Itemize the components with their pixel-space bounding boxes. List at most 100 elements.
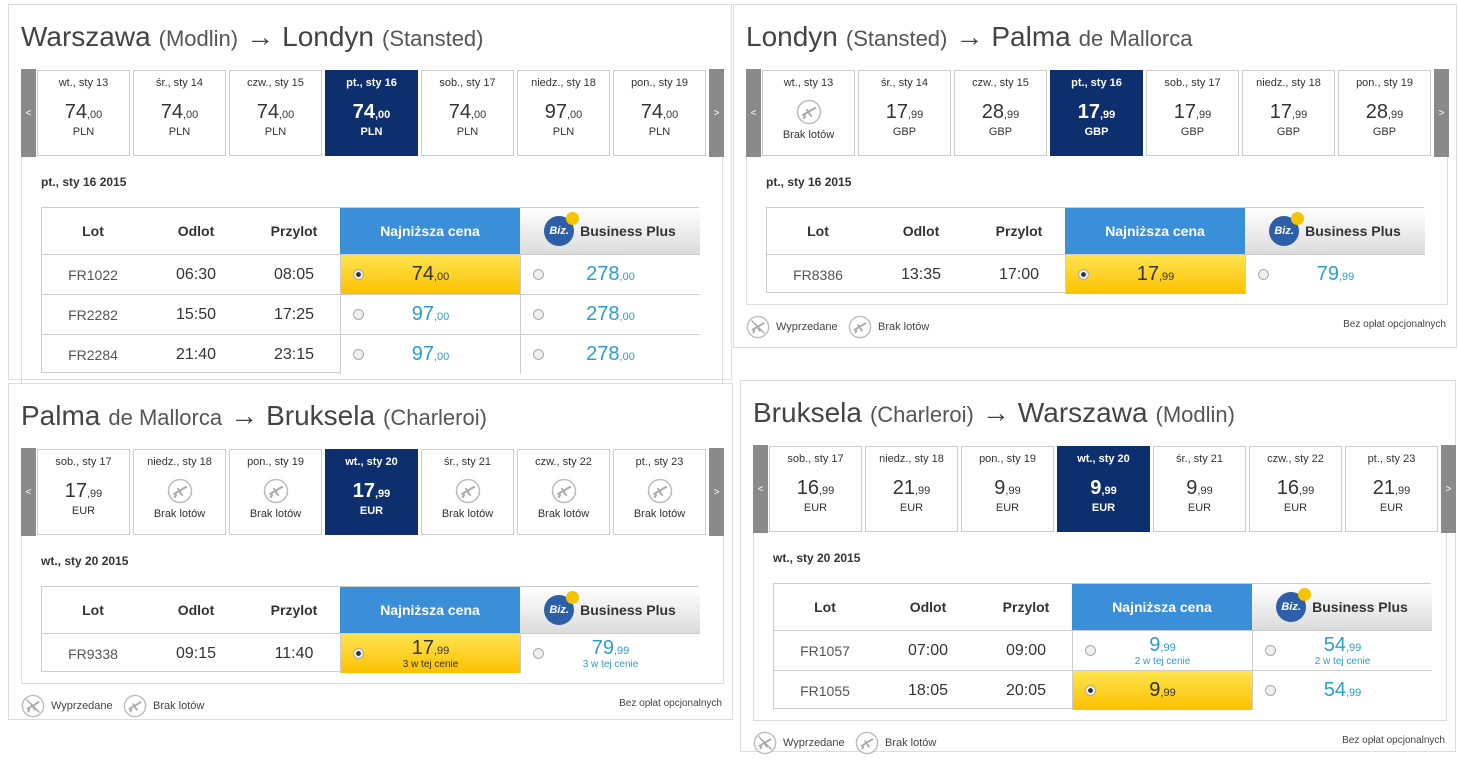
date-cell[interactable]: niedz., sty 18 97,00 PLN (517, 70, 610, 156)
fare-radio[interactable] (353, 269, 364, 280)
fare-radio[interactable] (1085, 685, 1096, 696)
origin: Bruksela (753, 397, 862, 428)
fare-radio[interactable] (353, 648, 364, 659)
price-decimals: ,99 (374, 488, 391, 500)
column-header: Najniższa cena (1065, 208, 1245, 254)
origin-detail: (Stansted) (845, 26, 948, 51)
prev-button[interactable]: < (21, 448, 36, 536)
fare-radio[interactable] (533, 269, 544, 280)
fare-radio[interactable] (1265, 685, 1276, 696)
price-decimals: ,00 (619, 351, 635, 363)
next-button[interactable]: > (709, 69, 724, 157)
fare-radio[interactable] (1078, 269, 1089, 280)
icon-graphic (551, 478, 576, 504)
next-button[interactable]: > (1434, 69, 1449, 157)
next-button[interactable]: > (709, 448, 724, 536)
origin-detail: de Mallorca (108, 405, 223, 430)
price-main: 9 (994, 477, 1006, 499)
prev-button[interactable]: < (753, 445, 768, 533)
icon-graphic (263, 478, 288, 504)
price: 17,99 (1147, 101, 1238, 124)
price-decimals: ,99 (1160, 642, 1176, 654)
date-cell[interactable]: pt., sty 16 74,00 PLN (325, 70, 418, 156)
no-flights: Brak lotów (153, 508, 206, 520)
fare-radio[interactable] (533, 309, 544, 320)
route-panel: Palma de Mallorca → Bruksela (Charleroi) < > so… (8, 383, 733, 720)
fare-radio[interactable] (533, 648, 544, 659)
header-text: Przylot (270, 223, 318, 239)
date-cell[interactable]: pt., sty 23 21,99 EUR (1345, 446, 1438, 532)
price-decimals: ,99 (1345, 642, 1362, 654)
date-cell[interactable]: wt., sty 20 17,99 EUR (325, 449, 418, 535)
price-main: 278 (586, 263, 620, 285)
column-header: Biz. Business Plus (1252, 584, 1432, 630)
price-decimals: ,00 (374, 109, 391, 121)
price-decimals: ,99 (1387, 109, 1404, 121)
price-main: 9 (1149, 679, 1161, 701)
date-cell[interactable]: czw., sty 22 Brak lotów (517, 449, 610, 535)
column-header: Odlot (144, 208, 248, 254)
date-cell[interactable]: sob., sty 17 17,99 EUR (37, 449, 130, 535)
price-decimals: ,00 (433, 351, 450, 363)
undefined-icon (647, 478, 673, 504)
date-cell[interactable]: pon., sty 19 74,00 PLN (613, 70, 706, 156)
date-cell[interactable]: wt., sty 13 Brak lotów (762, 70, 855, 156)
date-cell[interactable]: czw., sty 15 28,99 GBP (954, 70, 1047, 156)
fare-radio[interactable] (353, 349, 364, 360)
icon-plane (128, 701, 142, 713)
flight: FR9338 (42, 633, 144, 673)
date-label: niedz., sty 18 (147, 456, 212, 468)
date-cell[interactable]: pt., sty 23 Brak lotów (613, 449, 706, 535)
selected-date: wt., sty 20 2015 (773, 551, 861, 565)
arrival: 17:25 (248, 294, 340, 334)
fare-radio[interactable] (1265, 645, 1276, 656)
date-cell[interactable]: pt., sty 16 17,99 GBP (1050, 70, 1143, 156)
price-decimals: ,99 (1338, 271, 1355, 283)
prev-button[interactable]: < (746, 69, 761, 157)
destination: Bruksela (266, 400, 376, 431)
price-decimals: ,99 (1197, 485, 1213, 497)
price: 17,99 (326, 480, 417, 503)
currency: EUR (899, 502, 924, 514)
price: 74,00 (326, 101, 417, 124)
fare-radio[interactable] (1258, 269, 1269, 280)
date-cell[interactable]: niedz., sty 18 17,99 GBP (1242, 70, 1335, 156)
header-text: Odlot (909, 599, 947, 615)
price: 16,99 (1250, 477, 1341, 500)
currency: GBP (1084, 126, 1109, 138)
next-button[interactable]: > (1441, 445, 1456, 533)
arrival: 08:05 (248, 254, 340, 294)
sold-out-icon (21, 694, 45, 718)
date-cell[interactable]: pon., sty 19 Brak lotów (229, 449, 322, 535)
date-cell[interactable]: wt., sty 20 9,99 EUR (1057, 446, 1150, 532)
price-main: 28 (1365, 101, 1388, 123)
date-cell[interactable]: pon., sty 19 28,99 GBP (1338, 70, 1431, 156)
price: 278,00 (586, 263, 635, 286)
price-main: 16 (796, 477, 819, 499)
departure: 13:35 (869, 254, 973, 294)
date-cell[interactable]: sob., sty 17 17,99 GBP (1146, 70, 1239, 156)
date-cell[interactable]: pon., sty 19 9,99 EUR (961, 446, 1054, 532)
date-cell[interactable]: wt., sty 13 74,00 PLN (37, 70, 130, 156)
date-label: wt., sty 13 (58, 77, 109, 89)
date-cell[interactable]: czw., sty 15 74,00 PLN (229, 70, 322, 156)
undefined-icon (551, 478, 577, 504)
fare-radio[interactable] (353, 309, 364, 320)
column-header: Odlot (144, 587, 248, 633)
date-cell[interactable]: niedz., sty 18 Brak lotów (133, 449, 226, 535)
date-cell[interactable]: niedz., sty 18 21,99 EUR (865, 446, 958, 532)
date-cell[interactable]: sob., sty 17 16,99 EUR (769, 446, 862, 532)
currency: EUR (1379, 502, 1404, 514)
date-cell[interactable]: śr., sty 21 9,99 EUR (1153, 446, 1246, 532)
date-cell[interactable]: czw., sty 22 16,99 EUR (1249, 446, 1342, 532)
fare-radio[interactable] (533, 349, 544, 360)
date-cell[interactable]: śr., sty 21 Brak lotów (421, 449, 514, 535)
price: 28,99 (955, 101, 1046, 124)
prev-button[interactable]: < (21, 69, 36, 157)
column-header: Lot (767, 208, 869, 254)
date-cell[interactable]: sob., sty 17 74,00 PLN (421, 70, 514, 156)
date-cell[interactable]: śr., sty 14 74,00 PLN (133, 70, 226, 156)
date-cell[interactable]: śr., sty 14 17,99 GBP (858, 70, 951, 156)
fare-radio[interactable] (1085, 645, 1096, 656)
price-decimals: ,00 (278, 109, 295, 121)
